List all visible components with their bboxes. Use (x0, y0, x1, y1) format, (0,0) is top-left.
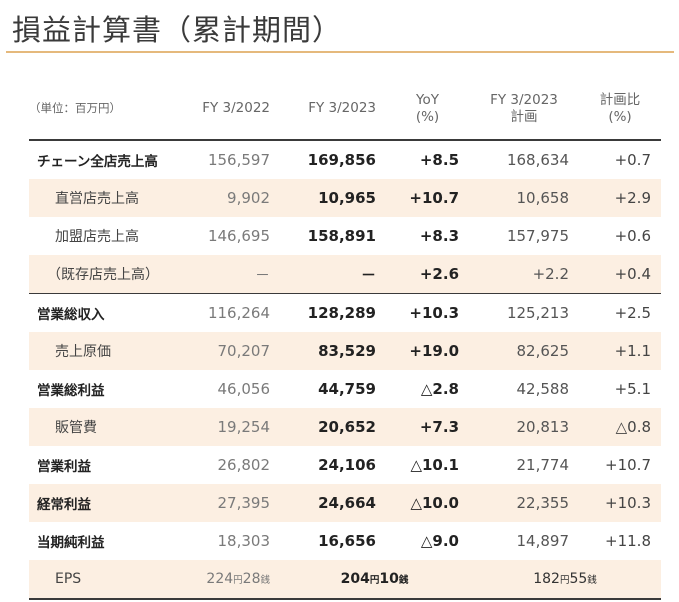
table-row: 加盟店売上高 146,695 158,891 +8.3 157,975 +0.6 (29, 217, 661, 255)
income-statement-table: （単位：百万円） FY 3/2022 FY 3/2023 YoY (%) FY 3… (29, 88, 661, 600)
title-underline (6, 51, 674, 53)
eps-cur: 204円10銭 (280, 560, 469, 600)
table-row: 直営店売上高 9,902 10,965 +10.7 10,658 +2.9 (29, 179, 661, 217)
cell-plan: 125,213 (469, 293, 579, 332)
cell-prev: 19,254 (189, 408, 280, 446)
cell-ratio: +1.1 (579, 332, 661, 370)
cell-yoy: +7.3 (386, 408, 469, 446)
cell-plan: 82,625 (469, 332, 579, 370)
cell-plan: 22,355 (469, 484, 579, 522)
table-row: 営業総収入 116,264 128,289 +10.3 125,213 +2.5 (29, 293, 661, 332)
cell-cur: 24,106 (318, 456, 376, 474)
table-row: 売上原価 70,207 83,529 +19.0 82,625 +1.1 (29, 332, 661, 370)
table-row: チェーン全店売上高 156,597 169,856 +8.5 168,634 +… (29, 140, 661, 179)
cell-yoy: +10.3 (386, 293, 469, 332)
cell-cur: 16,656 (318, 532, 376, 550)
col-header-ratio: 計画比 (%) (599, 91, 641, 125)
eps-label: EPS (29, 560, 189, 600)
cell-cur: 10,965 (280, 179, 386, 217)
row-label: 営業利益 (37, 459, 91, 475)
eps-row: EPS 224円28銭 204円10銭 182円55銭 (29, 560, 661, 600)
cell-prev: 156,597 (207, 151, 270, 169)
eps-prev: 224円28銭 (189, 560, 280, 600)
cell-ratio: +10.3 (579, 484, 661, 522)
cell-prev: 46,056 (217, 380, 271, 398)
row-label: 売上原価 (29, 332, 189, 370)
cell-ratio: +0.7 (614, 151, 651, 169)
row-label: 経常利益 (29, 484, 189, 522)
cell-cur: 158,891 (307, 227, 376, 245)
cell-plan: 168,634 (506, 151, 569, 169)
cell-cur: 83,529 (280, 332, 386, 370)
col-header-prev: FY 3/2022 (202, 100, 270, 116)
cell-yoy: +19.0 (386, 332, 469, 370)
page-title: 損益計算書（累計期間） (12, 13, 343, 47)
row-label: （既存店売上高） (29, 255, 189, 294)
cell-prev: 116,264 (189, 293, 280, 332)
cell-cur: 169,856 (307, 151, 376, 169)
col-header-yoy: YoY (%) (415, 91, 440, 125)
cell-yoy: △9.0 (420, 532, 459, 550)
cell-ratio: +0.6 (614, 227, 651, 245)
table-row: 当期純利益 18,303 16,656 △9.0 14,897 +11.8 (29, 522, 661, 560)
cell-prev: 9,902 (189, 179, 280, 217)
cell-ratio: +0.4 (579, 255, 661, 294)
row-label: チェーン全店売上高 (37, 154, 158, 170)
cell-plan: +2.2 (469, 255, 579, 294)
cell-cur: 128,289 (280, 293, 386, 332)
row-label: 直営店売上高 (29, 179, 189, 217)
cell-yoy: △10.0 (386, 484, 469, 522)
table-header-row: （単位：百万円） FY 3/2022 FY 3/2023 YoY (%) FY 3… (29, 88, 661, 140)
cell-cur: － (280, 255, 386, 294)
cell-ratio: +2.5 (579, 293, 661, 332)
cell-ratio: +11.8 (605, 532, 651, 550)
table-row: 経常利益 27,395 24,664 △10.0 22,355 +10.3 (29, 484, 661, 522)
cell-plan: 20,813 (469, 408, 579, 446)
cell-plan: 14,897 (516, 532, 570, 550)
cell-yoy: +10.7 (386, 179, 469, 217)
table-row: 営業利益 26,802 24,106 △10.1 21,774 +10.7 (29, 446, 661, 484)
cell-prev: 146,695 (207, 227, 270, 245)
cell-yoy: +2.6 (386, 255, 469, 294)
table-row: 営業総利益 46,056 44,759 △2.8 42,588 +5.1 (29, 370, 661, 408)
cell-cur: 24,664 (280, 484, 386, 522)
cell-plan: 10,658 (469, 179, 579, 217)
cell-ratio: +2.9 (579, 179, 661, 217)
cell-prev: 18,303 (217, 532, 271, 550)
cell-yoy: △2.8 (420, 380, 459, 398)
row-label: 営業総利益 (37, 383, 105, 399)
cell-ratio: +5.1 (614, 380, 651, 398)
cell-plan: 42,588 (516, 380, 570, 398)
cell-yoy: △10.1 (410, 456, 459, 474)
cell-cur: 44,759 (318, 380, 376, 398)
row-label: 加盟店売上高 (55, 229, 139, 245)
table-row: 販管費 19,254 20,652 +7.3 20,813 △0.8 (29, 408, 661, 446)
cell-prev: 27,395 (189, 484, 280, 522)
cell-prev: 26,802 (217, 456, 271, 474)
row-label: 営業総収入 (29, 293, 189, 332)
cell-cur: 20,652 (280, 408, 386, 446)
cell-prev: － (189, 255, 280, 294)
unit-label: （単位：百万円） (29, 101, 121, 115)
cell-ratio: △0.8 (579, 408, 661, 446)
col-header-plan: FY 3/2023 計画 (490, 91, 558, 125)
cell-yoy: +8.3 (419, 227, 459, 245)
eps-plan: 182円55銭 (469, 560, 661, 600)
cell-prev: 70,207 (189, 332, 280, 370)
cell-yoy: +8.5 (419, 151, 459, 169)
cell-ratio: +10.7 (605, 456, 651, 474)
cell-plan: 157,975 (506, 227, 569, 245)
table-row: （既存店売上高） － － +2.6 +2.2 +0.4 (29, 255, 661, 294)
col-header-cur: FY 3/2023 (308, 100, 376, 116)
row-label: 販管費 (29, 408, 189, 446)
row-label: 当期純利益 (37, 535, 105, 551)
cell-plan: 21,774 (516, 456, 570, 474)
